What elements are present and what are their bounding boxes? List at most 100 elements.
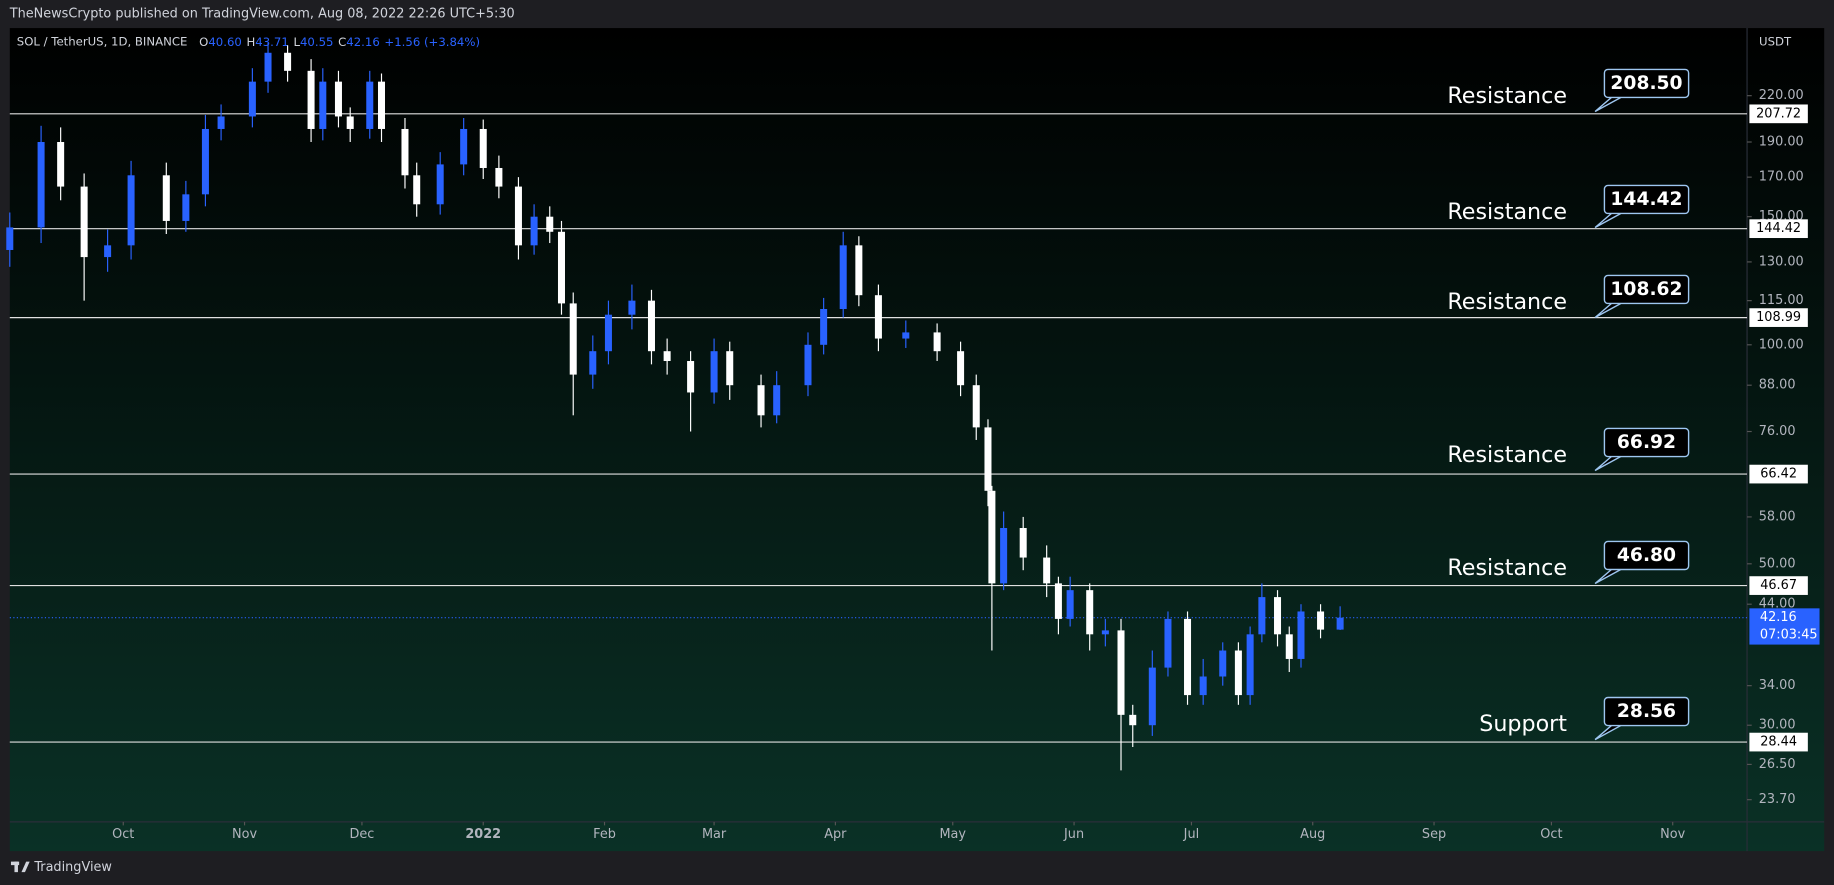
y-tick-label: 44.00 bbox=[1759, 597, 1796, 612]
footer-brand: TradingView bbox=[33, 860, 112, 875]
annotation-text: Resistance bbox=[1447, 199, 1567, 225]
candle-body bbox=[201, 128, 209, 195]
annotation-box bbox=[1603, 68, 1690, 99]
candle-body bbox=[514, 186, 522, 246]
candle-body bbox=[530, 216, 538, 246]
y-tick-label: 58.00 bbox=[1759, 509, 1796, 524]
candle-body bbox=[1219, 650, 1227, 677]
candle-body bbox=[569, 303, 577, 375]
annotation-text: Resistance bbox=[1447, 442, 1567, 468]
annotation-box bbox=[1603, 427, 1690, 458]
candle-body bbox=[1000, 528, 1008, 584]
level-label-box bbox=[1749, 104, 1808, 124]
y-tick-label: 190.00 bbox=[1759, 135, 1804, 150]
x-tick-label: 2022 bbox=[465, 827, 501, 842]
ohlc-value: 42.16 bbox=[346, 35, 379, 49]
candle-body bbox=[307, 70, 315, 129]
candle-body bbox=[1101, 630, 1109, 635]
annotation-value: 28.56 bbox=[1617, 701, 1676, 722]
candle-body bbox=[988, 490, 996, 584]
candle-body bbox=[972, 385, 980, 428]
annotation-pointer bbox=[1594, 724, 1622, 741]
candle-body bbox=[6, 227, 14, 250]
candle-body bbox=[984, 427, 992, 491]
logo-part bbox=[14, 861, 18, 873]
chart-pane bbox=[9, 28, 1825, 852]
currency: USDT bbox=[1759, 35, 1792, 49]
candle-body bbox=[127, 175, 135, 246]
candle-body bbox=[839, 245, 847, 309]
candle-body bbox=[757, 385, 765, 416]
y-tick-label: 130.00 bbox=[1759, 254, 1804, 269]
x-tick-label: Oct bbox=[112, 827, 134, 842]
annotation-pointer bbox=[1594, 568, 1622, 585]
annotation-value: 46.80 bbox=[1617, 545, 1676, 566]
annotation-text: Support bbox=[1479, 711, 1567, 737]
candle-body bbox=[182, 194, 190, 221]
candle-body bbox=[334, 81, 342, 117]
y-tick-label: 100.00 bbox=[1759, 337, 1804, 352]
level-label-box bbox=[1749, 732, 1808, 752]
y-tick-label: 26.50 bbox=[1759, 757, 1796, 772]
annotation-box bbox=[1603, 696, 1690, 727]
candle-body bbox=[1274, 597, 1282, 635]
ohlc-value: 40.60 bbox=[208, 35, 241, 49]
x-tick-label: Nov bbox=[232, 827, 257, 842]
level-label: 144.42 bbox=[1756, 221, 1801, 236]
annotation-box bbox=[1603, 540, 1690, 571]
candle-body bbox=[1043, 557, 1051, 584]
candle-body bbox=[820, 308, 828, 345]
logo bbox=[10, 861, 30, 873]
y-tick-label: 220.00 bbox=[1759, 88, 1804, 103]
candle-body bbox=[1246, 634, 1254, 696]
candle-body bbox=[1066, 590, 1074, 619]
annotation-value: 208.50 bbox=[1610, 73, 1682, 94]
x-tick-label: Feb bbox=[593, 827, 616, 842]
level-label: 46.67 bbox=[1760, 578, 1797, 593]
candle-body bbox=[1164, 618, 1172, 668]
y-tick-label: 34.00 bbox=[1759, 678, 1796, 693]
annotation-box bbox=[1603, 184, 1690, 215]
candle-body bbox=[902, 332, 910, 339]
candle-body bbox=[284, 52, 292, 71]
candle-body bbox=[37, 142, 45, 228]
y-tick-label: 76.00 bbox=[1759, 424, 1796, 439]
annotation-box bbox=[1603, 274, 1690, 305]
y-tick-label: 115.00 bbox=[1759, 293, 1804, 308]
candle-body bbox=[413, 175, 421, 205]
candle-body bbox=[628, 300, 636, 315]
x-tick-label: Apr bbox=[824, 827, 847, 842]
candle-body bbox=[104, 245, 112, 258]
candle-body bbox=[663, 351, 671, 362]
annotation-pointer bbox=[1594, 96, 1622, 113]
candle-body bbox=[436, 164, 444, 205]
level-label: 108.99 bbox=[1756, 310, 1801, 325]
x-tick-label: Mar bbox=[702, 827, 727, 842]
last-price-box bbox=[1749, 608, 1820, 645]
candle-body bbox=[1199, 676, 1207, 696]
candle-body bbox=[557, 231, 565, 304]
candle-body bbox=[495, 167, 503, 187]
candle-body bbox=[726, 351, 734, 386]
countdown: 07:03:45 bbox=[1760, 628, 1818, 643]
last-price-label: 42.16 bbox=[1760, 610, 1797, 625]
ohlc-key: L bbox=[293, 35, 300, 49]
candle-body bbox=[957, 351, 965, 386]
y-tick-label: 50.00 bbox=[1759, 556, 1796, 571]
annotation-text: Resistance bbox=[1447, 555, 1567, 581]
candle-body bbox=[1297, 611, 1305, 659]
candle-body bbox=[1184, 618, 1192, 696]
candle-body bbox=[248, 81, 256, 117]
candle-body bbox=[401, 128, 409, 176]
candle-body bbox=[1258, 597, 1266, 635]
ohlc-key: H bbox=[247, 35, 256, 49]
candle-body bbox=[1086, 590, 1094, 635]
candle-body bbox=[319, 81, 327, 129]
candle-body bbox=[589, 351, 597, 375]
candle-body bbox=[366, 81, 374, 129]
annotation-text: Resistance bbox=[1447, 83, 1567, 109]
candle-body bbox=[1129, 714, 1137, 726]
candle-body bbox=[346, 116, 354, 129]
